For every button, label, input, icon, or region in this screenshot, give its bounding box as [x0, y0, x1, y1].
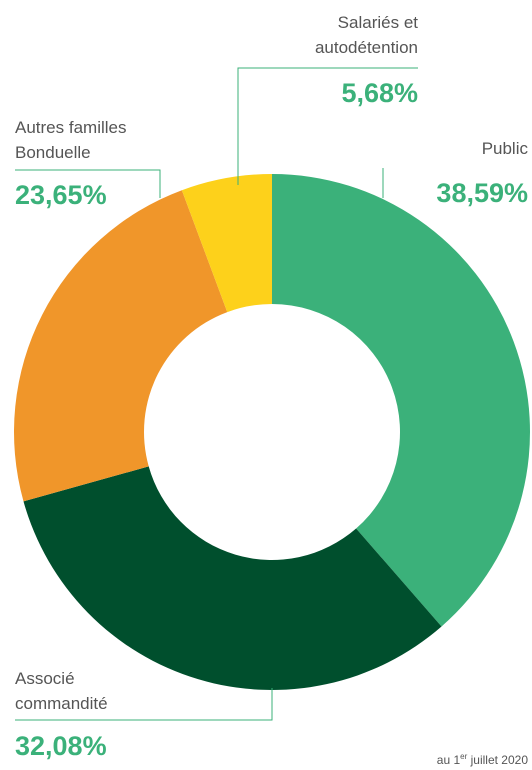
- donut-slice: [181, 174, 272, 313]
- category-label: Salariés et autodétention: [314, 13, 418, 57]
- category-label: Associé commandité: [15, 669, 108, 713]
- footnote-text: au 1: [436, 753, 461, 767]
- footnote: au 1er juillet 2020: [437, 752, 528, 767]
- footnote-sup: er: [460, 752, 468, 761]
- donut-slice: [272, 174, 530, 627]
- category-label: Autres familles Bonduelle: [15, 118, 127, 162]
- donut-slice: [23, 466, 442, 691]
- footnote-text: juillet 2020: [467, 753, 528, 767]
- leader-line: [237, 67, 418, 185]
- category-label: Public: [481, 139, 528, 158]
- leader-line: [15, 688, 273, 721]
- leader-lines: [15, 67, 418, 721]
- value-label: 5,68%: [341, 78, 418, 108]
- donut-slice: [14, 190, 228, 502]
- value-label: 38,59%: [436, 178, 528, 208]
- value-label: 23,65%: [15, 180, 107, 210]
- leader-line: [15, 169, 161, 198]
- value-label: 32,08%: [15, 731, 107, 761]
